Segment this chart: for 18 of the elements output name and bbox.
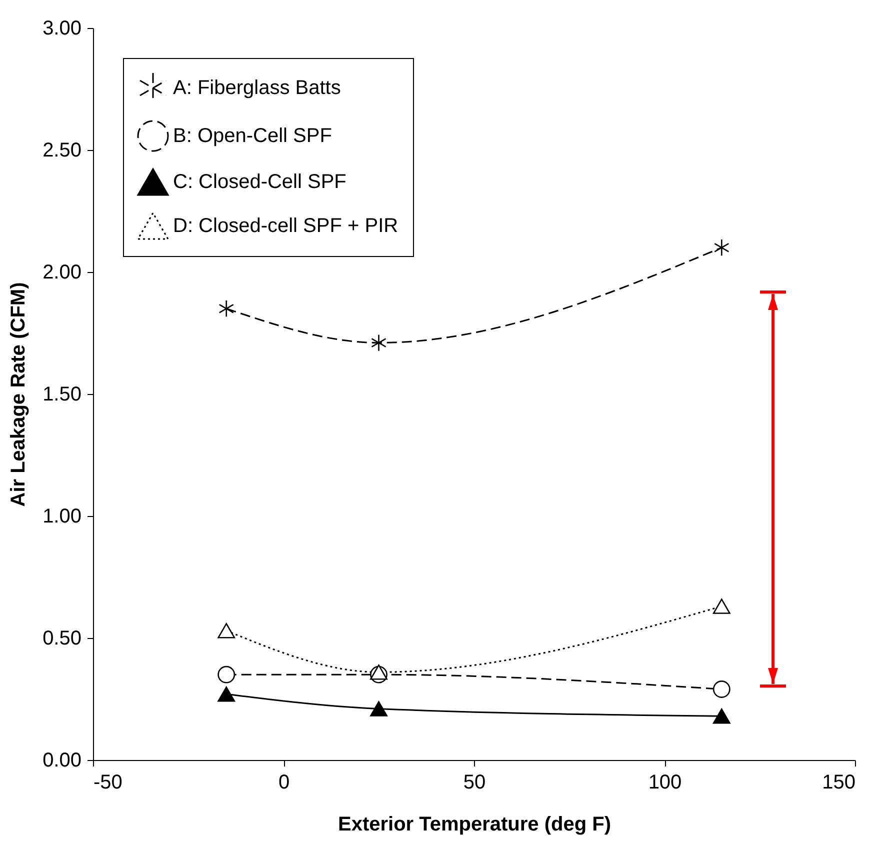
y-tick-label: 0.50 (42, 628, 82, 650)
y-tick-label: 0.00 (42, 750, 82, 772)
y-tick-label: 3.00 (42, 18, 82, 40)
legend-label: D: Closed-cell SPF + PIR (173, 215, 398, 237)
x-tick-label: 0 (278, 772, 290, 794)
legend-label: A: Fiberglass Batts (173, 77, 341, 99)
y-axis-title: Air Leakage Rate (CFM) (8, 282, 30, 507)
y-tick-label: 2.00 (42, 262, 82, 284)
legend-label: B: Open-Cell SPF (173, 125, 332, 147)
y-tick-label: 1.50 (42, 384, 82, 406)
y-tick-label: 1.00 (42, 506, 82, 528)
x-axis-title: Exterior Temperature (deg F) (338, 814, 612, 836)
x-tick-label: -50 (94, 772, 122, 794)
y-tick-label: 2.50 (42, 140, 82, 162)
x-tick-label: 150 (822, 772, 856, 794)
x-tick-label: 100 (648, 772, 682, 794)
x-tick-label: 50 (463, 772, 486, 794)
legend-label: C: Closed-Cell SPF (173, 171, 346, 193)
